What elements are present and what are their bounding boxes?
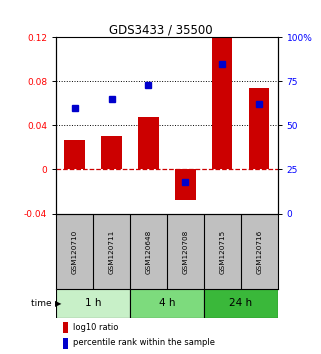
Text: GDS3433 / 35500: GDS3433 / 35500	[109, 23, 212, 36]
Text: GSM120715: GSM120715	[219, 229, 225, 274]
Bar	[63, 322, 68, 333]
Text: ▶: ▶	[55, 299, 61, 308]
Bar	[65, 140, 85, 170]
Text: GSM120648: GSM120648	[145, 229, 152, 274]
Bar	[212, 38, 232, 170]
Text: GSM120710: GSM120710	[72, 229, 78, 274]
Bar	[56, 289, 130, 318]
Text: GSM120711: GSM120711	[108, 229, 115, 274]
Text: 1 h: 1 h	[85, 298, 101, 308]
Text: percentile rank within the sample: percentile rank within the sample	[73, 338, 215, 347]
Bar	[130, 289, 204, 318]
Bar	[204, 289, 278, 318]
Text: GSM120716: GSM120716	[256, 229, 262, 274]
Bar	[101, 136, 122, 170]
Bar	[249, 88, 269, 170]
Bar	[63, 338, 68, 349]
Text: 24 h: 24 h	[229, 298, 252, 308]
Text: time: time	[31, 299, 55, 308]
Text: log10 ratio: log10 ratio	[73, 323, 118, 332]
Bar	[138, 116, 159, 170]
Text: GSM120708: GSM120708	[182, 229, 188, 274]
Text: 4 h: 4 h	[159, 298, 175, 308]
Bar	[175, 170, 195, 200]
